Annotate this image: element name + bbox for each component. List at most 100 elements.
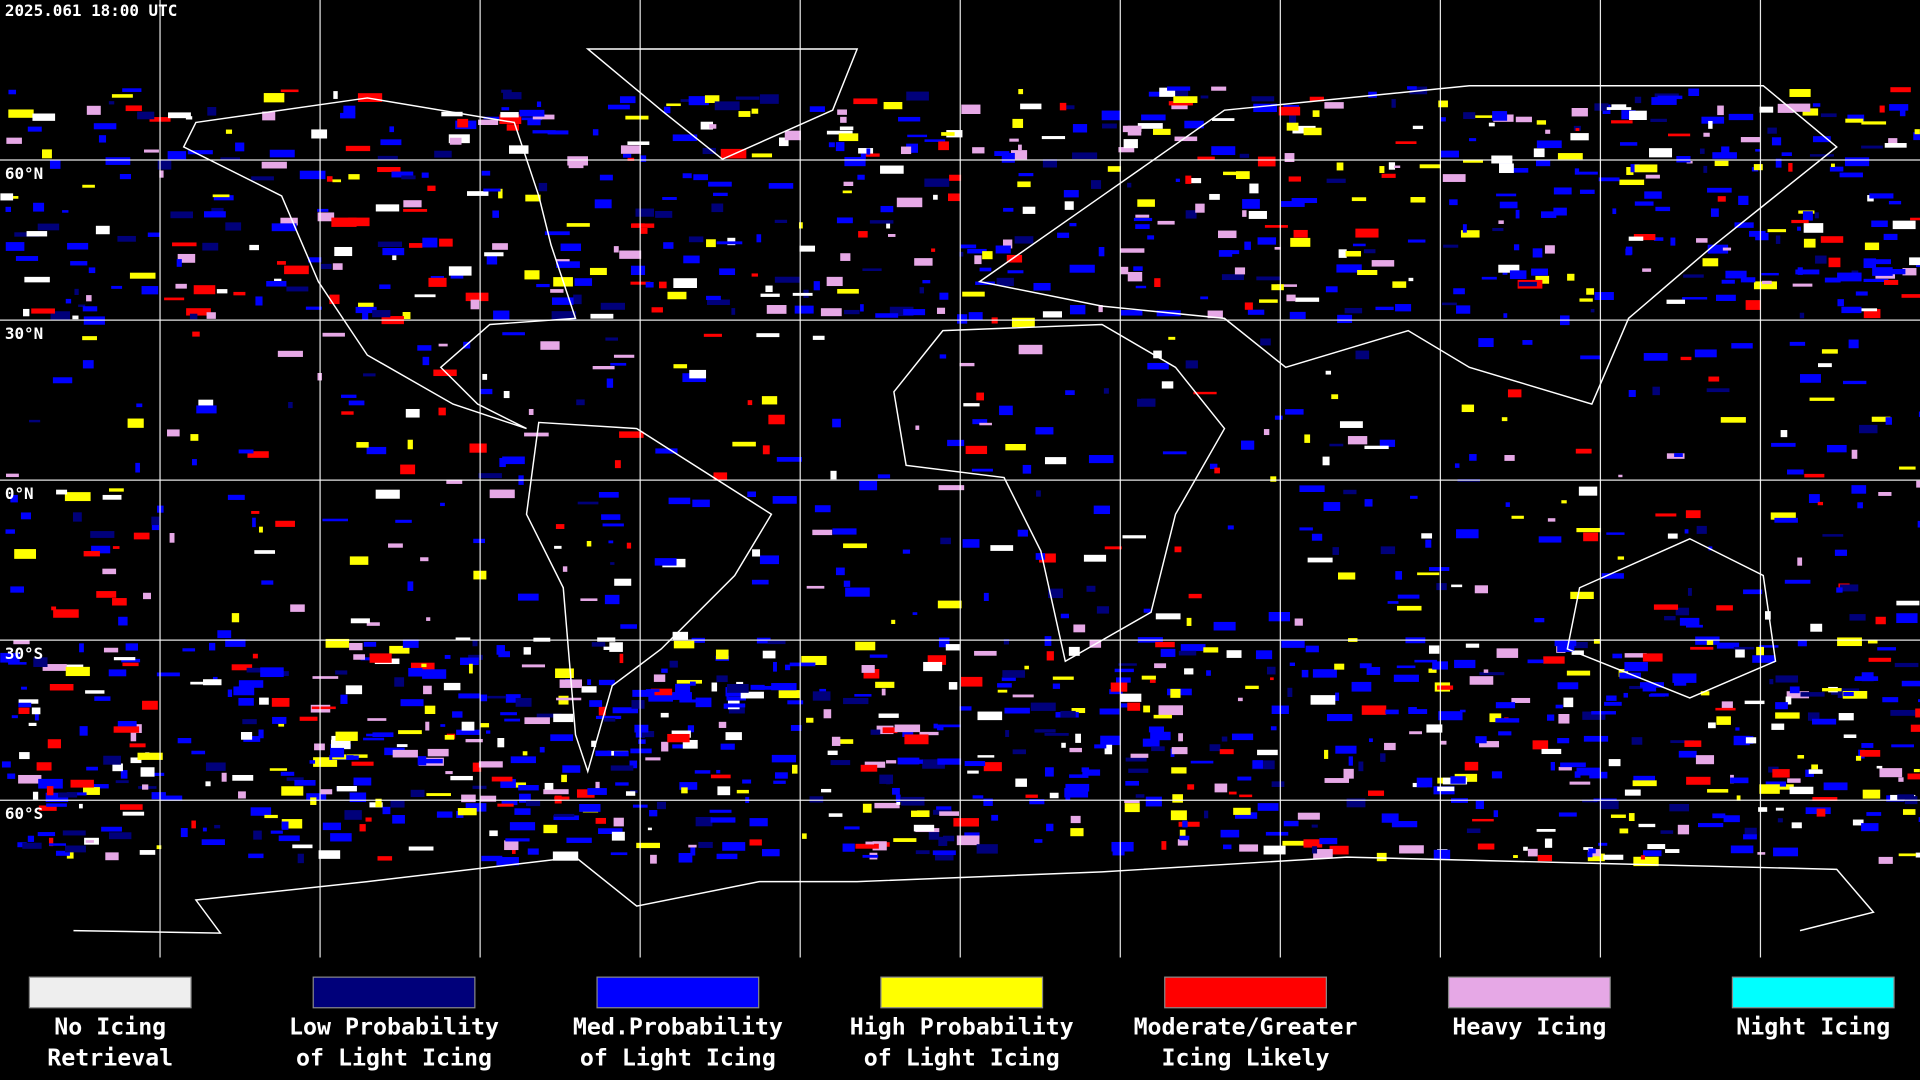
icing-patch	[1797, 557, 1803, 566]
icing-patch	[555, 668, 574, 678]
icing-patch	[1522, 340, 1533, 345]
icing-patch	[1769, 678, 1774, 685]
icing-patch	[676, 679, 702, 684]
icing-patch	[1281, 640, 1305, 648]
icing-patch	[269, 149, 295, 158]
icing-patch	[405, 408, 420, 418]
icing-patch	[1221, 274, 1244, 281]
icing-patch	[1063, 190, 1079, 198]
icing-patch	[1069, 264, 1095, 273]
icing-patch	[470, 299, 480, 310]
icing-patch	[1437, 685, 1454, 690]
icing-patch	[10, 494, 18, 503]
icing-patch	[635, 208, 654, 217]
icing-patch	[990, 545, 1014, 551]
icing-patch	[1837, 637, 1862, 647]
icing-patch	[1069, 222, 1077, 227]
icing-patch	[395, 519, 412, 523]
icing-patch	[1339, 421, 1363, 428]
icing-patch	[113, 657, 136, 661]
icing-patch	[742, 779, 752, 784]
icing-patch	[175, 283, 187, 289]
icing-patch	[1478, 338, 1494, 348]
icing-patch	[1345, 251, 1362, 257]
icing-patch	[127, 418, 144, 428]
icing-patch	[172, 242, 197, 247]
icing-patch	[1127, 271, 1143, 282]
icing-patch	[1270, 726, 1277, 731]
icing-patch	[1695, 755, 1715, 765]
icing-patch	[251, 510, 260, 514]
icing-patch	[772, 496, 797, 504]
icing-patch	[543, 789, 569, 795]
icing-patch	[440, 724, 446, 727]
icing-patch	[408, 667, 423, 677]
icing-patch	[261, 161, 287, 169]
icing-patch	[1612, 653, 1623, 659]
icing-patch	[1441, 302, 1457, 306]
icing-patch	[1060, 613, 1069, 619]
icing-patch	[309, 760, 316, 764]
icing-patch	[1172, 794, 1183, 803]
icing-patch	[1499, 163, 1514, 174]
icing-patch	[1655, 206, 1671, 212]
icing-patch	[1426, 724, 1443, 733]
icing-patch	[1249, 183, 1259, 194]
icing-patch	[812, 335, 825, 340]
icing-patch	[151, 792, 166, 800]
icing-patch	[798, 222, 803, 229]
icing-patch	[112, 763, 123, 772]
icing-patch	[787, 700, 804, 705]
icing-patch	[369, 653, 392, 663]
icing-patch	[465, 803, 487, 812]
icing-patch	[1451, 584, 1463, 588]
icing-patch	[1699, 148, 1705, 154]
icing-patch	[258, 729, 264, 739]
icing-patch	[689, 369, 707, 379]
icing-patch	[318, 850, 341, 859]
icing-patch	[1532, 248, 1543, 258]
icing-patch	[972, 419, 988, 425]
icing-patch	[1178, 650, 1197, 656]
icing-patch	[264, 814, 278, 819]
icing-patch	[1046, 651, 1054, 661]
icing-patch	[1650, 118, 1667, 122]
icing-patch	[1576, 528, 1602, 533]
icing-patch	[1837, 299, 1844, 307]
icing-patch	[391, 171, 414, 178]
icing-patch	[716, 241, 743, 245]
icing-patch	[1812, 136, 1831, 143]
icing-patch	[1859, 308, 1878, 312]
icing-patch	[1278, 106, 1301, 116]
icing-patch	[1012, 694, 1034, 698]
icing-patch	[1505, 502, 1510, 507]
icing-patch	[1253, 103, 1278, 113]
icing-patch	[95, 225, 110, 235]
icing-patch	[390, 800, 405, 808]
icing-patch	[1749, 230, 1766, 237]
icing-patch	[1745, 300, 1761, 310]
icing-patch	[1579, 298, 1593, 302]
icing-patch	[826, 130, 853, 135]
icing-patch	[768, 414, 785, 425]
icing-patch	[974, 650, 997, 656]
icing-patch	[142, 784, 149, 790]
icing-patch	[914, 258, 933, 266]
icing-patch	[1603, 854, 1624, 860]
icing-patch	[1674, 680, 1687, 686]
icing-patch	[1604, 701, 1622, 706]
icing-patch	[491, 776, 513, 782]
icing-patch	[1610, 814, 1626, 818]
icing-patch	[439, 238, 453, 247]
icing-patch	[1213, 621, 1236, 631]
icing-patch	[205, 762, 226, 771]
icing-patch	[238, 697, 254, 706]
icing-patch	[706, 239, 716, 248]
icing-patch	[1082, 769, 1101, 776]
icing-patch	[1838, 713, 1854, 721]
icing-patch	[42, 664, 67, 671]
icing-patch	[1170, 810, 1187, 821]
icing-patch	[1347, 436, 1368, 445]
icing-patch	[935, 852, 954, 861]
icing-patch	[792, 764, 798, 774]
